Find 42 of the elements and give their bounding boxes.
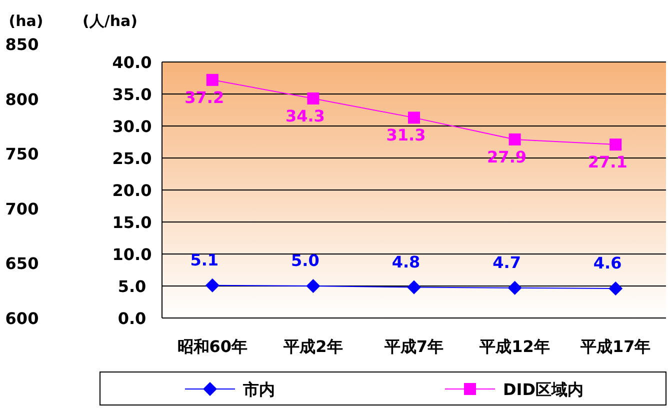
y-tick-label: 30.0	[112, 117, 152, 136]
y-tick-label: 25.0	[112, 149, 152, 168]
x-tick-label: 平成7年	[383, 337, 444, 356]
data-label: 4.7	[492, 252, 521, 272]
y-tick-label: 15.0	[112, 213, 152, 232]
y2-tick-label: 850	[5, 35, 39, 54]
y2-tick-label: 600	[5, 309, 39, 328]
x-tick-label: 昭和60年	[177, 337, 248, 356]
x-tick-label: 平成2年	[282, 337, 343, 356]
y-axis-title: (人/ha)	[82, 12, 138, 30]
legend-label: 市内	[242, 380, 275, 399]
data-label: 5.1	[190, 250, 219, 270]
point	[610, 138, 622, 151]
point	[407, 280, 421, 294]
point	[206, 74, 218, 86]
point	[408, 112, 420, 124]
data-label: 5.0	[291, 251, 320, 270]
y2-axis-title: (ha)	[8, 12, 44, 30]
data-label: 27.1	[588, 152, 628, 172]
point	[508, 280, 522, 295]
legend-label: DID区域内	[503, 380, 584, 399]
y2-tick-label: 650	[5, 254, 39, 274]
point	[307, 92, 320, 104]
y-tick-label: 20.0	[112, 181, 152, 200]
point	[205, 278, 220, 292]
y-tick-label: 0.0	[118, 309, 146, 328]
data-label: 4.8	[392, 252, 420, 272]
x-tick-label: 平成17年	[579, 337, 651, 356]
y2-tick-label: 700	[5, 199, 39, 218]
point	[608, 282, 623, 296]
y2-tick-label: 800	[5, 90, 39, 109]
data-label: 34.3	[285, 106, 325, 126]
point	[508, 133, 521, 146]
x-tick-label: 平成12年	[478, 337, 550, 356]
point	[306, 279, 320, 293]
data-label: 4.6	[593, 254, 622, 273]
data-label: 31.3	[386, 126, 426, 145]
y-tick-label: 10.0	[112, 245, 152, 264]
y-tick-label: 35.0	[112, 85, 152, 104]
y2-tick-label: 750	[5, 144, 39, 164]
y-tick-label: 40.0	[112, 53, 152, 72]
y-tick-label: 5.0	[118, 277, 146, 296]
